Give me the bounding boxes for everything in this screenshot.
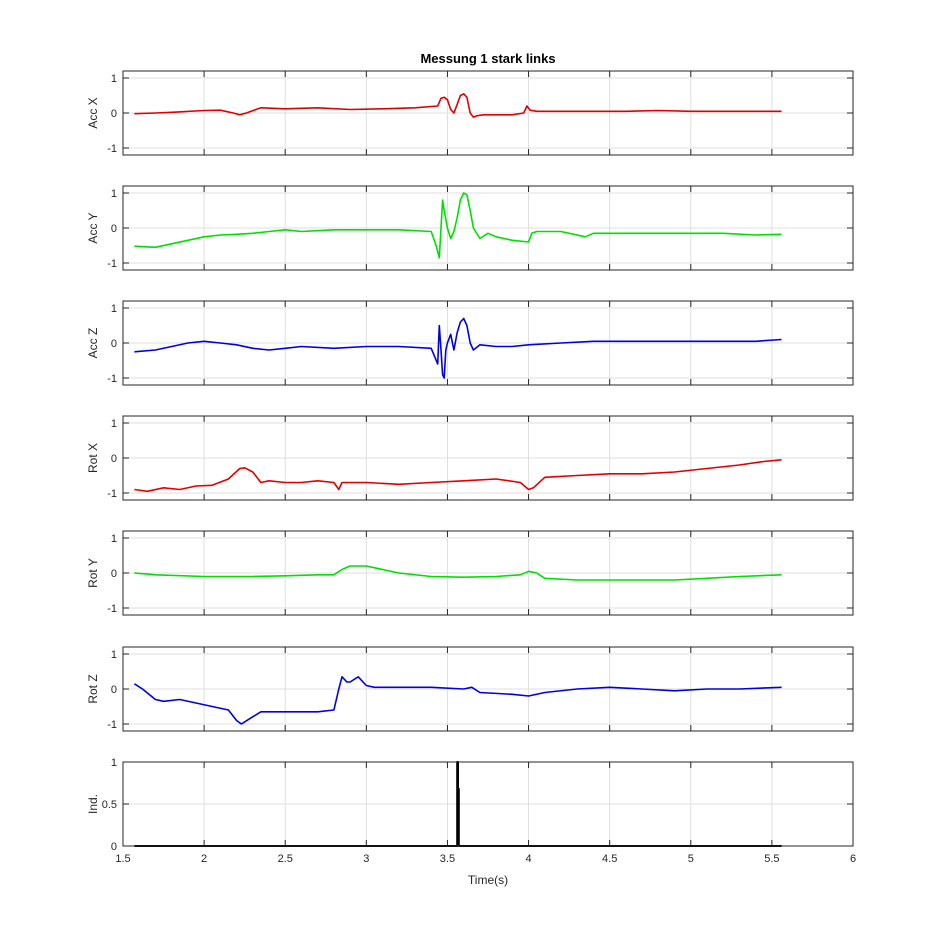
y-axis-label: Acc X <box>86 97 100 128</box>
series-line <box>134 317 782 379</box>
y-tick-label: -1 <box>107 719 117 731</box>
y-tick-label: -1 <box>107 258 117 270</box>
series-line <box>133 675 782 725</box>
series-line <box>134 761 782 847</box>
x-tick-label: 2.5 <box>278 853 293 865</box>
x-tick-label: 5 <box>688 853 694 865</box>
x-tick-label: 3 <box>363 853 369 865</box>
y-tick-label: -1 <box>107 603 117 615</box>
y-axis-label: Acc Z <box>86 328 100 359</box>
y-tick-label: 1 <box>111 418 117 430</box>
series-line <box>134 93 782 118</box>
subplot-6: -1 0 1 Rot Z <box>86 646 854 732</box>
y-tick-label: 0 <box>111 223 117 235</box>
x-tick-label: 2 <box>201 853 207 865</box>
y-tick-label: -1 <box>107 488 117 500</box>
axes-box <box>122 300 854 386</box>
y-tick-label: 1 <box>111 649 117 661</box>
y-tick-label: 0 <box>111 684 117 696</box>
subplot-7: 0 0.5 1 1.5 2 2.5 3 3.5 4 4.5 5 5.5 6 Ind. <box>86 757 856 865</box>
series-line <box>134 565 782 581</box>
subplot-3: -1 0 1 Acc Z <box>86 300 854 386</box>
axes-box <box>122 646 854 732</box>
x-tick-label: 6 <box>850 853 856 865</box>
y-tick-label: 0 <box>111 108 117 120</box>
x-tick-label: 4.5 <box>602 853 617 865</box>
y-tick-label: 0.5 <box>102 799 117 811</box>
x-tick-label: 3.5 <box>440 853 455 865</box>
y-axis-label: Rot X <box>86 443 100 473</box>
axes-box <box>122 530 854 616</box>
axes-box <box>122 185 854 271</box>
axes-box <box>122 761 854 847</box>
y-tick-label: 1 <box>111 757 117 769</box>
axes-box <box>122 70 854 156</box>
y-axis-label: Ind. <box>86 794 100 814</box>
axes-box <box>122 415 854 501</box>
y-tick-label: 1 <box>111 303 117 315</box>
y-tick-label: 1 <box>111 73 117 85</box>
subplot-2: -1 0 1 Acc Y <box>86 185 854 271</box>
subplot-5: -1 0 1 Rot Y <box>86 530 854 616</box>
x-tick-label: 5.5 <box>764 853 779 865</box>
y-axis-label: Rot Y <box>86 558 100 588</box>
y-tick-label: 1 <box>111 533 117 545</box>
subplot-4: -1 0 1 Rot X <box>86 415 854 501</box>
y-tick-label: 0 <box>111 338 117 350</box>
subplot-1: -1 0 1 Acc X <box>86 70 854 156</box>
y-axis-label: Acc Y <box>86 212 100 243</box>
series-line <box>134 192 782 259</box>
x-tick-label: 1.5 <box>115 853 130 865</box>
y-tick-label: 0 <box>111 568 117 580</box>
x-tick-label: 4 <box>525 853 531 865</box>
y-tick-label: 0 <box>111 453 117 465</box>
series-line <box>134 459 782 493</box>
figure-title: Messung 1 stark links <box>420 51 555 66</box>
x-axis-label: Time(s) <box>468 873 508 887</box>
y-tick-label: -1 <box>107 143 117 155</box>
y-tick-label: 0 <box>111 841 117 853</box>
y-tick-label: -1 <box>107 373 117 385</box>
y-tick-label: 1 <box>111 188 117 200</box>
y-axis-label: Rot Z <box>86 674 100 703</box>
